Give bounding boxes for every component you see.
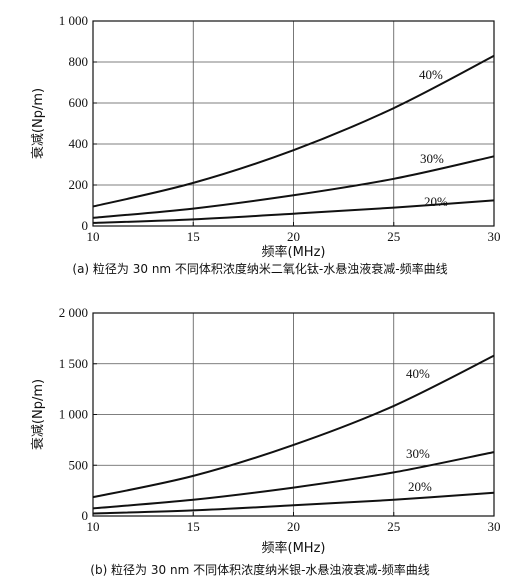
y-tick-label: 0 [82,218,89,233]
x-tick-label: 30 [488,519,501,534]
y-tick-label: 800 [69,54,89,69]
series-label: 40% [419,67,443,82]
y-tick-label: 600 [69,95,89,110]
series-line-20pct [92,491,495,515]
x-tick-label: 10 [87,229,100,244]
series-label: 40% [406,366,430,381]
y-tick-label: 1 500 [59,356,88,371]
series-line-30pct [92,155,495,219]
chart-panel-1: 10 15 20 25 30 0 200 400 600 800 1 000 频率(MHz) 衰减(Np… [30,13,501,276]
series-label: 20% [408,479,432,494]
chart-panel-2: 10 15 20 25 30 0 500 1 000 1 500 2 000 频率(MHz) 衰减(N… [30,305,501,577]
x-tick-label: 25 [387,229,400,244]
y-tick-label: 1 000 [59,13,88,28]
figure-caption: (a) 粒径为 30 nm 不同体积浓度纳米二氧化钛-水悬浊液衰减-频率曲线 [72,261,447,276]
y-axis-label: 衰减(Np/m) [30,88,46,159]
series-line-20pct [92,199,495,224]
x-tick-label: 15 [187,229,200,244]
x-tick-label: 20 [287,519,300,534]
x-tick-label: 30 [488,229,501,244]
x-axis-label: 频率(MHz) [262,540,326,556]
y-tick-label: 0 [82,508,89,523]
x-tick-label: 15 [187,519,200,534]
series-line-40pct [92,354,495,499]
x-tick-label: 25 [387,519,400,534]
x-tick-label: 20 [287,229,300,244]
x-tick-label: 10 [87,519,100,534]
y-axis-label: 衰减(Np/m) [30,379,46,450]
y-tick-label: 500 [69,457,89,472]
y-tick-label: 200 [69,177,89,192]
x-axis-label: 频率(MHz) [262,244,326,260]
series-line-30pct [92,451,495,510]
figure-caption: (b) 粒径为 30 nm 不同体积浓度纳米银-水悬浊液衰减-频率曲线 [90,562,429,577]
y-tick-label: 2 000 [59,305,88,320]
series-label: 30% [420,151,444,166]
series-label: 30% [406,446,430,461]
series-label: 20% [424,194,448,209]
series-line-40pct [92,54,495,208]
y-tick-label: 1 000 [59,407,88,422]
y-tick-label: 400 [69,136,89,151]
